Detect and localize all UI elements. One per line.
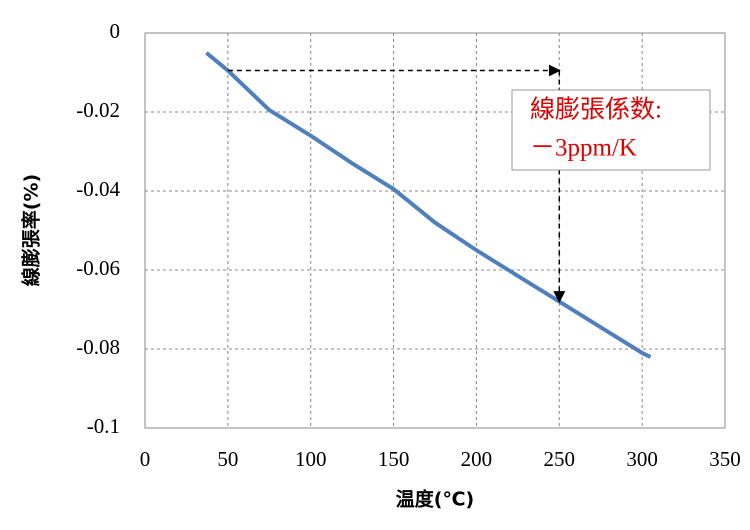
- x-tick-label: 150: [378, 447, 410, 471]
- x-tick-label: 200: [461, 447, 493, 471]
- y-axis-title: 線膨張率(%): [20, 174, 43, 286]
- y-tick-label: -0.02: [76, 98, 120, 122]
- data-line: [205, 51, 652, 359]
- x-tick-label: 50: [217, 447, 238, 471]
- x-tick-label: 350: [709, 447, 741, 471]
- y-tick-label: -0.04: [76, 177, 120, 201]
- annotation-box: [511, 89, 711, 171]
- x-axis-title: 温度(℃): [396, 488, 474, 511]
- x-tick-label: 300: [626, 447, 658, 471]
- x-tick-label: 100: [295, 447, 327, 471]
- x-tick-label: 250: [544, 447, 576, 471]
- y-tick-label: 0: [110, 19, 121, 43]
- plot-frame: [144, 32, 726, 429]
- y-tick-label: -0.1: [87, 414, 120, 438]
- x-tick-label: 0: [140, 447, 151, 471]
- y-tick-label: -0.06: [76, 256, 120, 280]
- annotation-text: 線膨張係数:: [530, 96, 662, 124]
- y-tick-label: -0.08: [76, 335, 120, 359]
- annotation-text: －3ppm/K: [530, 135, 637, 162]
